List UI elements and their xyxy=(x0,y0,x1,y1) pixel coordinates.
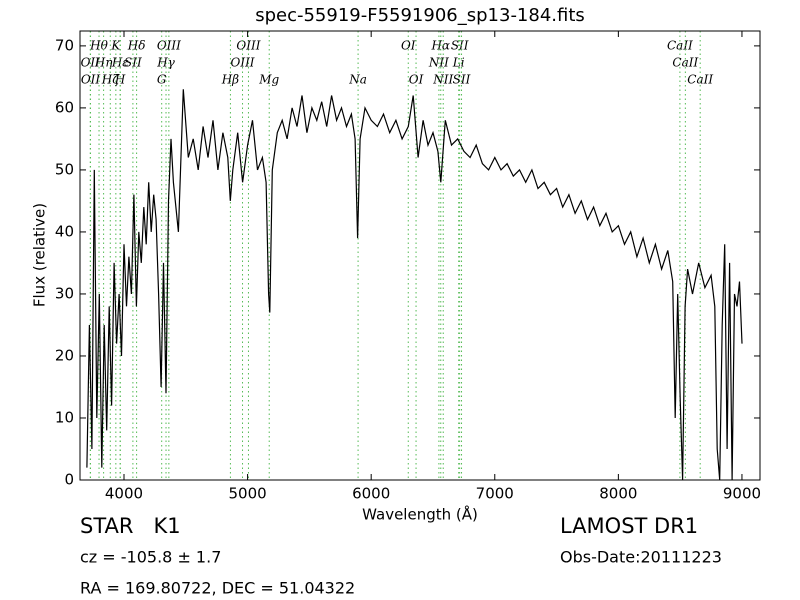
y-axis-label: Flux (relative) xyxy=(31,203,49,307)
spectral-line-label: CaII xyxy=(672,56,698,70)
spectral-line-label: Hζ xyxy=(101,73,120,87)
x-axis-label: Wavelength (Å) xyxy=(362,505,478,524)
spectral-line-label: H xyxy=(114,73,126,87)
survey: LAMOST DR1 xyxy=(560,514,698,538)
spectral-line-label: OI xyxy=(401,39,416,53)
spectral-line-label: Hα xyxy=(430,39,450,53)
x-tick-label: 6000 xyxy=(352,485,390,503)
y-tick-label: 20 xyxy=(55,346,74,364)
y-tick-label: 50 xyxy=(55,160,74,178)
x-tick-label: 5000 xyxy=(228,485,266,503)
spectral-line-label: Hγ xyxy=(156,56,175,70)
object-class: STAR K1 xyxy=(80,514,181,538)
y-tick-label: 30 xyxy=(55,284,74,302)
obs-date: Obs-Date:20111223 xyxy=(560,548,722,567)
redshift: cz = -105.8 ± 1.7 xyxy=(80,548,221,567)
x-tick-label: 7000 xyxy=(476,485,514,503)
spectral-line-label: G xyxy=(157,73,167,87)
x-tick-label: 4000 xyxy=(105,485,143,503)
spectral-line-label: OIII xyxy=(230,56,254,70)
coordinates: RA = 169.80722, DEC = 51.04322 xyxy=(80,579,355,598)
spectral-line-label: OI xyxy=(409,73,424,87)
spectral-line-label: NII xyxy=(428,56,449,70)
y-tick-label: 60 xyxy=(55,98,74,116)
x-tick-label: 9000 xyxy=(723,485,761,503)
y-tick-label: 40 xyxy=(55,222,74,240)
y-tick-label: 70 xyxy=(55,36,74,54)
plot-frame xyxy=(79,30,761,481)
y-tick-label: 10 xyxy=(55,408,74,426)
spectral-line-label: OIII xyxy=(157,39,181,53)
y-tick-label: 0 xyxy=(64,471,74,489)
spectral-line-label: CaII xyxy=(687,73,713,87)
spectral-line-label: OIII xyxy=(236,39,260,53)
spectral-line-label: Na xyxy=(348,73,367,87)
spectral-line-label: SII xyxy=(451,39,469,53)
spectral-line-label: CaII xyxy=(667,39,693,53)
spectral-line-label: Hη xyxy=(94,56,113,70)
spectral-line-label: Hδ xyxy=(127,39,146,53)
spectrum xyxy=(86,89,743,481)
spectral-line-label: Hβ xyxy=(221,73,239,87)
spectral-line-label: Hθ xyxy=(89,39,108,53)
chart-title: spec-55919-F5591906_sp13-184.fits xyxy=(255,5,585,26)
spectral-line-label: SII xyxy=(453,73,471,87)
spectral-line-label: NII xyxy=(432,73,453,87)
spectral-line-label: SII xyxy=(124,56,142,70)
x-tick-label: 8000 xyxy=(599,485,637,503)
spectral-line-label: Li xyxy=(452,56,465,70)
spectral-line-label: OII xyxy=(81,73,101,87)
spectral-line-label: K xyxy=(110,39,121,53)
spectral-line-label: Mg xyxy=(258,73,279,87)
